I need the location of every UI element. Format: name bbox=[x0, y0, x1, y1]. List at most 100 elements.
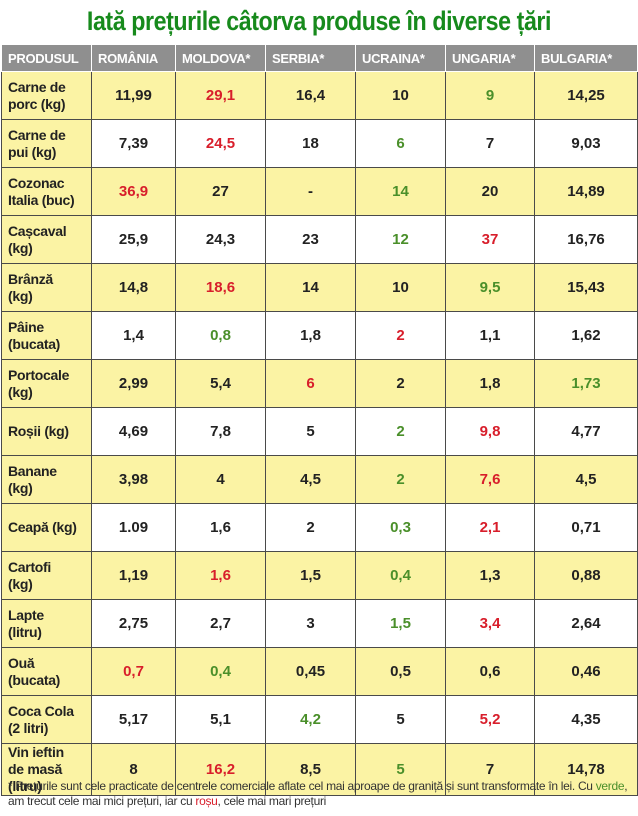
price-cell: 1,73 bbox=[534, 359, 638, 408]
price-cell: 1,4 bbox=[91, 311, 176, 360]
table-row: Ouă (bucata) 0,7 0,4 0,45 0,5 0,6 0,46 bbox=[1, 647, 638, 696]
table-row: Banane (kg) 3,98 4 4,5 2 7,6 4,5 bbox=[1, 455, 638, 504]
price-cell: 25,9 bbox=[91, 215, 176, 264]
price-cell: 2 bbox=[355, 455, 446, 504]
product-name-line: pui (kg) bbox=[8, 143, 57, 160]
price-cell: 20 bbox=[445, 167, 535, 216]
table-row: Cașcaval (kg) 25,9 24,3 23 12 37 16,76 bbox=[1, 215, 638, 264]
header-ungaria: UNGARIA* bbox=[445, 44, 535, 72]
price-cell: - bbox=[265, 167, 356, 216]
product-name-cell: Portocale (kg) bbox=[1, 359, 92, 408]
price-cell: 2,64 bbox=[534, 599, 638, 648]
price-cell: 29,1 bbox=[175, 71, 266, 120]
product-name-line: (litru) bbox=[8, 778, 42, 794]
price-cell: 1.09 bbox=[91, 503, 176, 552]
product-name-line: Portocale bbox=[8, 366, 70, 383]
footnote: * Prețurile sunt cele practicate de cent… bbox=[8, 779, 632, 809]
product-name-cell: Coca Cola (2 litri) bbox=[1, 695, 92, 744]
table-row: Portocale (kg) 2,99 5,4 6 2 1,8 1,73 bbox=[1, 359, 638, 408]
product-name-cell: Pâine (bucata) bbox=[1, 311, 92, 360]
price-cell: 37 bbox=[445, 215, 535, 264]
product-name-cell: Banane (kg) bbox=[1, 455, 92, 504]
product-name-line: Carne de bbox=[8, 126, 66, 143]
price-cell: 0,45 bbox=[265, 647, 356, 696]
product-name-line: Vin ieftin bbox=[8, 744, 64, 760]
price-cell: 2 bbox=[355, 311, 446, 360]
price-cell: 6 bbox=[265, 359, 356, 408]
footnote-text-3: , cele mai mari prețuri bbox=[217, 794, 327, 808]
product-name-cell: Lapte (litru) bbox=[1, 599, 92, 648]
header-ucraina: UCRAINA* bbox=[355, 44, 446, 72]
product-name-line: (bucata) bbox=[8, 335, 61, 352]
price-cell: 2 bbox=[355, 359, 446, 408]
product-name-cell: Ouă (bucata) bbox=[1, 647, 92, 696]
product-name-cell: Carne de porc (kg) bbox=[1, 71, 92, 120]
product-name-cell: Carne de pui (kg) bbox=[1, 119, 92, 168]
price-cell: 0,46 bbox=[534, 647, 638, 696]
price-cell: 5,17 bbox=[91, 695, 176, 744]
product-name-line: Roșii (kg) bbox=[8, 423, 69, 439]
price-cell: 5 bbox=[355, 743, 446, 796]
product-name-cell: Ceapă (kg) bbox=[1, 503, 92, 552]
price-cell: 2,99 bbox=[91, 359, 176, 408]
product-name-line: Pâine bbox=[8, 318, 44, 335]
header-moldova: MOLDOVA* bbox=[175, 44, 266, 72]
price-cell: 8,5 bbox=[265, 743, 356, 796]
product-name-line: Italia (buc) bbox=[8, 191, 75, 208]
product-name-line: (kg) bbox=[8, 575, 33, 592]
price-cell: 24,3 bbox=[175, 215, 266, 264]
table-body: Carne de porc (kg) 11,99 29,1 16,4 10 9 14,25 Ca… bbox=[1, 71, 638, 796]
price-cell: 14,25 bbox=[534, 71, 638, 120]
header-romania: ROMÂNIA bbox=[91, 44, 176, 72]
product-name-line: (litru) bbox=[8, 623, 42, 640]
price-cell: 4 bbox=[175, 455, 266, 504]
footnote-green-word: verde bbox=[595, 779, 625, 793]
price-cell: 5,4 bbox=[175, 359, 266, 408]
header-row: PRODUSUL ROMÂNIA MOLDOVA* SERBIA* UCRAIN… bbox=[1, 44, 638, 72]
price-cell: 14 bbox=[355, 167, 446, 216]
price-cell: 14,78 bbox=[534, 743, 638, 796]
price-cell: 0,7 bbox=[91, 647, 176, 696]
product-name-line: Brânză bbox=[8, 270, 53, 287]
price-cell: 1,6 bbox=[175, 551, 266, 600]
price-cell: 7,39 bbox=[91, 119, 176, 168]
product-name-line: (2 litri) bbox=[8, 719, 49, 736]
price-cell: 9,8 bbox=[445, 407, 535, 456]
price-cell: 8 bbox=[91, 743, 176, 796]
price-cell: 3 bbox=[265, 599, 356, 648]
header-product: PRODUSUL bbox=[1, 44, 92, 72]
footnote-text-1: * Prețurile sunt cele practicate de cent… bbox=[8, 779, 596, 793]
price-cell: 16,4 bbox=[265, 71, 356, 120]
table-row: Ceapă (kg) 1.09 1,6 2 0,3 2,1 0,71 bbox=[1, 503, 638, 552]
product-name-line: (kg) bbox=[8, 287, 33, 304]
product-name-line: Lapte bbox=[8, 606, 44, 623]
price-cell: 1,62 bbox=[534, 311, 638, 360]
price-cell: 2,1 bbox=[445, 503, 535, 552]
price-cell: 1,3 bbox=[445, 551, 535, 600]
price-cell: 4,2 bbox=[265, 695, 356, 744]
price-cell: 7,6 bbox=[445, 455, 535, 504]
price-cell: 4,5 bbox=[534, 455, 638, 504]
price-cell: 14,8 bbox=[91, 263, 176, 312]
price-cell: 5 bbox=[355, 695, 446, 744]
table-row: Coca Cola (2 litri) 5,17 5,1 4,2 5 5,2 4,35 bbox=[1, 695, 638, 744]
table-row: Brânză (kg) 14,8 18,6 14 10 9,5 15,43 bbox=[1, 263, 638, 312]
price-cell: 3,4 bbox=[445, 599, 535, 648]
price-cell: 1,5 bbox=[265, 551, 356, 600]
price-cell: 23 bbox=[265, 215, 356, 264]
price-cell: 0,4 bbox=[175, 647, 266, 696]
footnote-text-2: , am trecut cele mai mici prețuri, iar c… bbox=[8, 779, 628, 808]
price-cell: 24,5 bbox=[175, 119, 266, 168]
product-name-line: Ceapă (kg) bbox=[8, 519, 77, 535]
table-row: Cozonac Italia (buc) 36,9 27-14 20 14,89 bbox=[1, 167, 638, 216]
header-serbia: SERBIA* bbox=[265, 44, 356, 72]
price-cell: 4,69 bbox=[91, 407, 176, 456]
price-cell: 18 bbox=[265, 119, 356, 168]
product-name-line: Cartofi bbox=[8, 558, 52, 575]
price-cell: 0,88 bbox=[534, 551, 638, 600]
table-row: Pâine (bucata) 1,4 0,8 1,8 2 1,1 1,62 bbox=[1, 311, 638, 360]
product-name-line: porc (kg) bbox=[8, 95, 66, 112]
price-cell: 7 bbox=[445, 119, 535, 168]
price-cell: 0,8 bbox=[175, 311, 266, 360]
